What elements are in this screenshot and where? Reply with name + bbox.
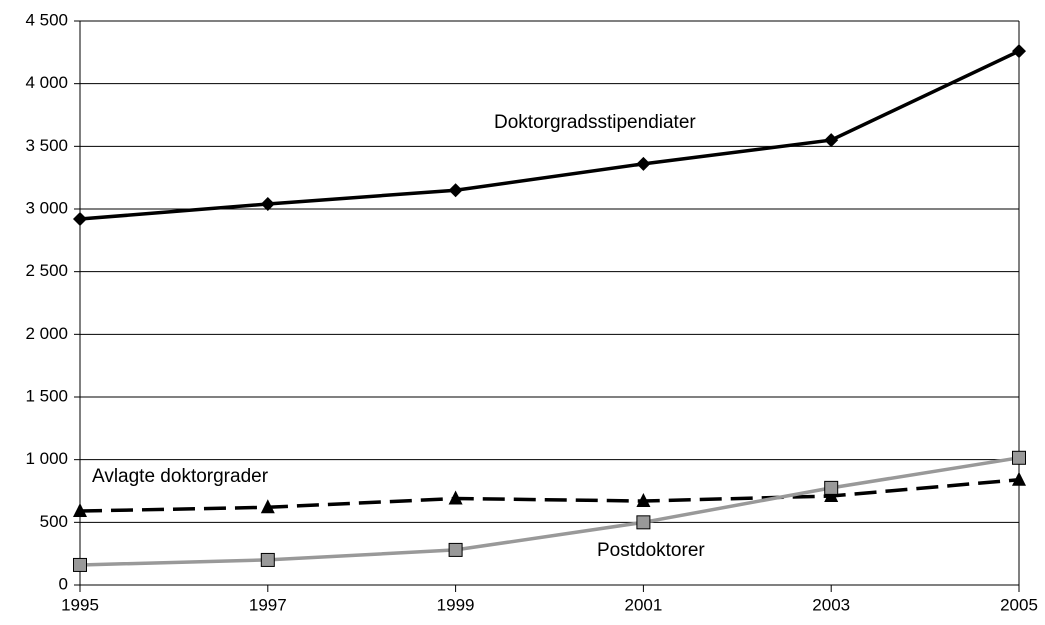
- x-tick-label: 1995: [61, 595, 99, 614]
- y-tick-label: 500: [40, 512, 68, 531]
- data-point: [260, 196, 275, 211]
- data-point: [260, 552, 275, 567]
- x-tick-label: 1997: [249, 595, 287, 614]
- data-point: [636, 156, 651, 171]
- data-point: [448, 490, 463, 505]
- y-tick-label: 4 000: [25, 73, 68, 92]
- series-label: Doktorgradsstipendiater: [494, 112, 696, 133]
- series-line: [79, 456, 1020, 567]
- series-label: Postdoktorer: [597, 540, 705, 561]
- x-tick-label: 2005: [1000, 595, 1038, 614]
- y-tick-label: 3 500: [25, 136, 68, 155]
- data-point: [73, 503, 87, 518]
- y-tick-label: 0: [59, 574, 68, 593]
- data-point: [824, 488, 839, 503]
- data-point: [448, 542, 463, 557]
- y-tick-label: 2 000: [25, 324, 68, 343]
- data-point: [1012, 450, 1026, 465]
- data-point: [73, 557, 87, 572]
- x-tick-label: 2001: [624, 595, 662, 614]
- data-point: [824, 133, 839, 148]
- x-tick-label: 2003: [812, 595, 850, 614]
- y-tick-label: 3 000: [25, 198, 68, 217]
- y-tick-label: 4 500: [25, 10, 68, 29]
- data-point: [824, 480, 839, 495]
- data-point: [73, 212, 87, 227]
- y-tick-label: 2 500: [25, 261, 68, 280]
- series-label: Avlagte doktorgrader: [92, 466, 269, 487]
- data-point: [1012, 44, 1026, 59]
- y-tick-label: 1 000: [25, 449, 68, 468]
- x-tick-label: 1999: [437, 595, 475, 614]
- data-point: [1012, 471, 1026, 486]
- data-point: [260, 499, 275, 514]
- y-tick-label: 1 500: [25, 386, 68, 405]
- data-point: [636, 515, 651, 530]
- series-line: [79, 49, 1020, 221]
- data-point: [448, 183, 463, 198]
- series-line: [79, 477, 1020, 513]
- data-point: [636, 493, 651, 508]
